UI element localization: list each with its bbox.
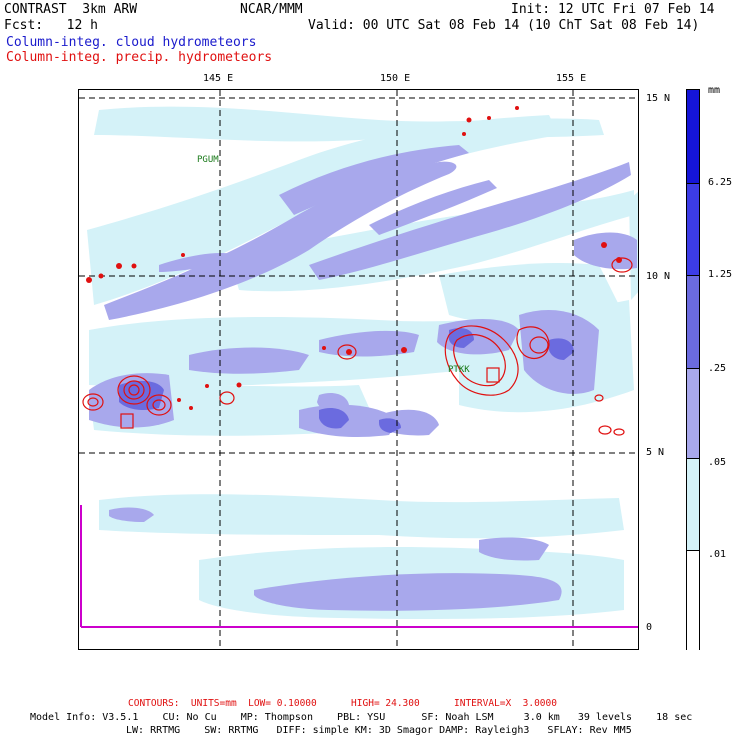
- lon-label-150: 150 E: [380, 73, 411, 84]
- colorbar-label-6.25: 6.25: [708, 177, 733, 188]
- station-markers: PGUM PTKK: [197, 155, 470, 375]
- map-field-graphic: PGUM PTKK: [79, 90, 638, 649]
- lat-label-15n: 15 N: [646, 93, 671, 104]
- colorbar-label-.01: .01: [708, 549, 727, 560]
- model-info-line1: Model Info: V3.5.1 CU: No Cu MP: Thompso…: [30, 712, 693, 723]
- contours-info: CONTOURS: UNITS=mm LOW= 0.10000 HIGH= 24…: [128, 698, 557, 709]
- colorbar-label-1.25: 1.25: [708, 269, 733, 280]
- model-info-line2: LW: RRTMG SW: RRTMG DIFF: simple KM: 3D …: [126, 725, 632, 736]
- colorbar-seg-4: [687, 369, 699, 459]
- domain-boundary: [80, 505, 638, 628]
- precip-cores: [86, 106, 622, 410]
- lat-label-10n: 10 N: [646, 271, 671, 282]
- colorbar-seg-5: [687, 459, 699, 551]
- colorbar-seg-3: [687, 276, 699, 369]
- colorbar-label-.05: .05: [708, 457, 727, 468]
- organization-label: NCAR/MMM: [240, 2, 303, 17]
- lat-lon-grid: [79, 90, 638, 649]
- lon-label-145: 145 E: [203, 73, 234, 84]
- legend-precip-hydrometeors: Column-integ. precip. hydrometeors: [6, 50, 273, 65]
- colorbar-seg-6: [687, 551, 699, 651]
- forecast-hour: Fcst: 12 h: [4, 18, 98, 33]
- lat-label-5n: 5 N: [646, 447, 665, 458]
- colorbar: [686, 89, 700, 651]
- colorbar-label-.25: .25: [708, 363, 727, 374]
- lon-label-155: 155 E: [556, 73, 587, 84]
- colorbar-seg-2: [687, 184, 699, 276]
- init-time: Init: 12 UTC Fri 07 Feb 14: [511, 2, 715, 17]
- forecast-map: PGUM PTKK: [78, 89, 639, 650]
- valid-time: Valid: 00 UTC Sat 08 Feb 14 (10 ChT Sat …: [308, 18, 700, 33]
- lat-label-0: 0: [646, 622, 653, 633]
- colorbar-seg-1: [687, 90, 699, 184]
- model-title: CONTRAST 3km ARW: [4, 2, 138, 17]
- precip-contours: [82, 257, 633, 436]
- station-ptkk: PTKK: [448, 365, 470, 375]
- legend-cloud-hydrometeors: Column-integ. cloud hydrometeors: [6, 35, 257, 50]
- colorbar-unit: mm: [708, 85, 721, 96]
- station-pgum: PGUM: [197, 155, 219, 165]
